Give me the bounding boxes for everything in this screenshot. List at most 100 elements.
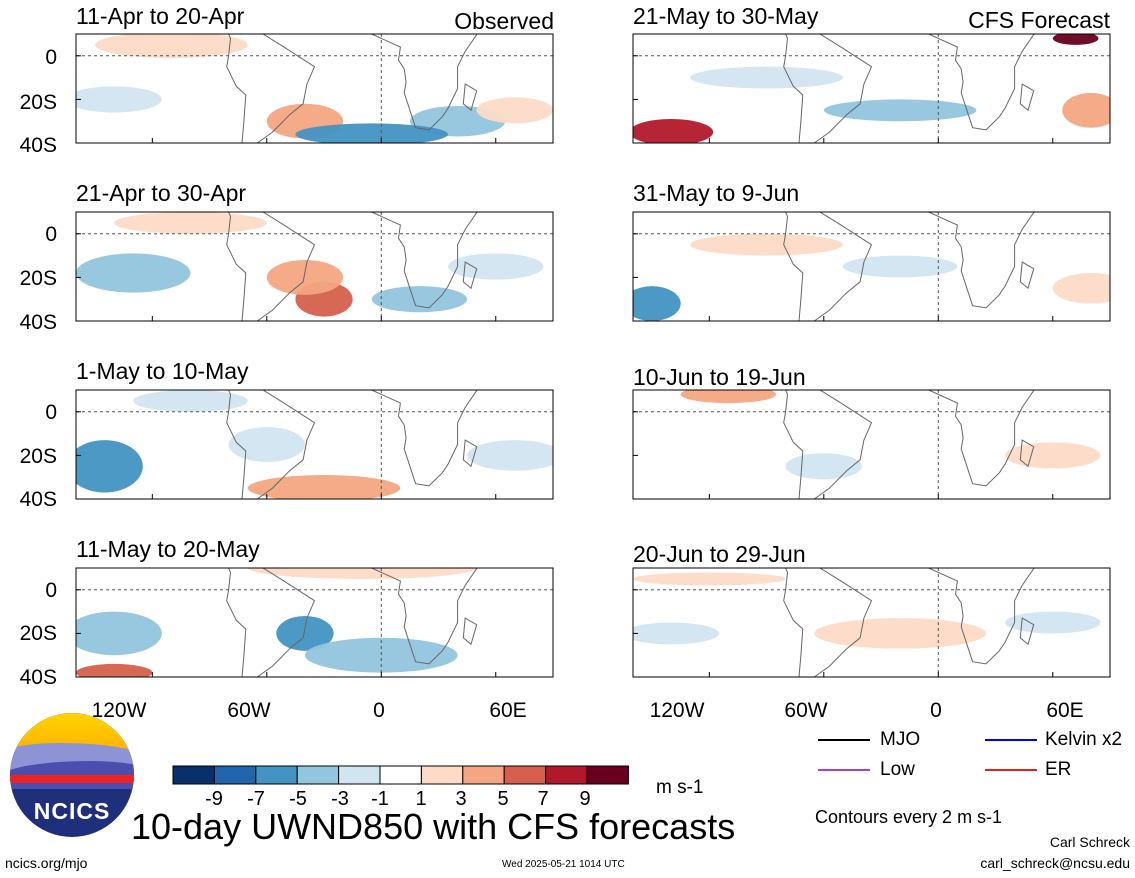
anomaly-shading-forecast-3-3 — [1005, 442, 1101, 469]
colorbar-label-4: -3 — [331, 788, 349, 810]
colorbar-swatch-11 — [586, 765, 629, 785]
africa-outline-forecast-3 — [927, 390, 1035, 487]
colorbar-swatch-9 — [503, 765, 547, 785]
y-tick-0-row3: 0 — [45, 401, 57, 424]
anomaly-shading-forecast-2-3 — [1052, 273, 1110, 304]
colorbar-swatch-3 — [255, 765, 298, 785]
colorbar-label-6: 1 — [415, 788, 427, 810]
y-tick-20s-row2: 20S — [19, 267, 57, 290]
anomaly-shading-observed-1-5 — [76, 86, 162, 113]
colorbar-swatch-6 — [379, 765, 422, 785]
legend-label-low: Low — [880, 759, 915, 780]
y-tick-20s-row3: 20S — [19, 445, 57, 468]
anomaly-shading-observed-3-5 — [133, 390, 248, 412]
anomaly-shading-forecast-2-1 — [633, 286, 681, 321]
anomaly-shading-observed-2-6 — [448, 253, 544, 280]
colorbar-swatch-5 — [338, 765, 381, 785]
africa-outline-observed-1 — [370, 34, 478, 131]
colorbar-swatch-7 — [420, 765, 464, 785]
anomaly-shading-forecast-4-1 — [633, 572, 786, 586]
x-tick-60w-right: 60W — [784, 699, 828, 722]
panel-title-forecast-1: 21-May to 30-May — [633, 3, 819, 29]
anomaly-shading-forecast-3-1 — [680, 390, 777, 404]
legend-label-er: ER — [1045, 759, 1072, 780]
footer-email: carl_schreck@ncsu.edu — [980, 855, 1130, 871]
africa-outline-forecast-1 — [927, 34, 1035, 131]
anomaly-shading-forecast-3-2 — [785, 453, 862, 480]
y-tick-40s-row2: 40S — [19, 311, 57, 334]
madagascar-outline-forecast-1 — [1019, 83, 1035, 112]
panel-frame-observed-1 — [75, 33, 554, 144]
panel-frame-observed-4 — [75, 567, 554, 678]
panel-title-observed-3: 1-May to 10-May — [76, 358, 249, 384]
anomaly-shading-observed-4-4 — [304, 637, 458, 673]
panel-title-observed-1: 11-Apr to 20-Apr — [76, 3, 245, 29]
anomaly-shading-observed-3-2 — [247, 475, 401, 499]
anomaly-shading-forecast-4-4 — [1005, 611, 1101, 634]
colorbar-label-5: -1 — [371, 788, 389, 810]
anomaly-shading-observed-4-2 — [276, 615, 334, 651]
x-tick-60e-left: 60E — [489, 699, 527, 722]
madagascar-outline-observed-3 — [462, 439, 478, 468]
panel-title-forecast-3: 10-Jun to 19-Jun — [633, 364, 806, 390]
y-tick-40s-row4: 40S — [19, 666, 57, 689]
logo-text: NCICS — [33, 798, 111, 824]
anomaly-shading-observed-1-1 — [95, 34, 248, 58]
anomaly-shading-observed-2-1 — [76, 253, 191, 293]
anomaly-shading-observed-3-3 — [228, 427, 305, 462]
madagascar-outline-forecast-4 — [1019, 617, 1035, 646]
madagascar-outline-observed-2 — [462, 261, 478, 290]
madagascar-outline-forecast-2 — [1019, 261, 1035, 290]
south-america-outline-observed-3 — [226, 390, 316, 499]
anomaly-shading-observed-2-5 — [114, 212, 267, 234]
africa-outline-forecast-2 — [927, 212, 1035, 309]
x-tick-60w-left: 60W — [227, 699, 271, 722]
anomaly-shading-observed-3-4 — [467, 440, 553, 471]
africa-outline-observed-4 — [370, 568, 478, 665]
colorbar-swatch-1 — [172, 765, 215, 785]
anomaly-shading-observed-1-6 — [476, 97, 553, 124]
colorbar-label-10: 9 — [579, 788, 591, 810]
x-tick-120w-right: 120W — [649, 699, 705, 722]
colorbar-label-8: 5 — [497, 788, 509, 810]
y-tick-20s-row1: 20S — [19, 91, 57, 114]
panel-frame-forecast-4 — [632, 567, 1111, 678]
y-tick-40s-row1: 40S — [19, 134, 57, 157]
anomaly-shading-forecast-1-2 — [690, 66, 843, 89]
madagascar-outline-observed-4 — [462, 617, 478, 646]
panel-title-forecast-4: 20-Jun to 29-Jun — [633, 541, 806, 567]
anomaly-shading-observed-3-1 — [76, 440, 143, 493]
panel-title-observed-4: 11-May to 20-May — [76, 536, 260, 562]
anomaly-shading-forecast-1-5 — [1052, 34, 1099, 45]
south-america-outline-observed-1 — [226, 34, 316, 143]
anomaly-shading-forecast-1-4 — [1062, 92, 1110, 128]
anomaly-shading-observed-4-3 — [247, 568, 477, 579]
panel-title-observed-2: 21-Apr to 30-Apr — [76, 180, 247, 206]
anomaly-shading-observed-4-1 — [76, 611, 162, 656]
anomaly-shading-forecast-4-2 — [814, 618, 986, 649]
anomaly-shading-observed-4-5 — [76, 663, 153, 677]
y-tick-40s-row3: 40S — [19, 488, 57, 511]
colorbar-swatch-10 — [545, 765, 588, 785]
contour-note: Contours every 2 m s-1 — [815, 807, 1003, 827]
south-america-outline-forecast-2 — [783, 212, 873, 321]
colorbar-label-2: -7 — [247, 788, 265, 810]
anomaly-shading-forecast-1-3 — [823, 99, 977, 122]
panel-frame-forecast-3 — [632, 389, 1111, 500]
anomaly-shading-forecast-1-1 — [633, 119, 714, 143]
legend-label-mjo: MJO — [880, 729, 921, 750]
x-tick-0-left: 0 — [373, 699, 385, 722]
panel-frame-forecast-1 — [632, 33, 1111, 144]
y-tick-20s-row4: 20S — [19, 622, 57, 645]
madagascar-outline-forecast-3 — [1019, 439, 1035, 468]
south-america-outline-observed-2 — [226, 212, 316, 321]
footer-url: ncics.org/mjo — [5, 855, 88, 871]
panel-frame-observed-3 — [75, 389, 554, 500]
panel-frame-observed-2 — [75, 211, 554, 322]
anomaly-shading-forecast-4-3 — [633, 622, 719, 645]
anomaly-shading-observed-2-3 — [266, 259, 344, 295]
panel-title-forecast-2: 31-May to 9-Jun — [633, 180, 800, 206]
footer-timestamp: Wed 2025-05-21 1014 UTC — [502, 859, 625, 870]
africa-outline-forecast-4 — [927, 568, 1035, 665]
